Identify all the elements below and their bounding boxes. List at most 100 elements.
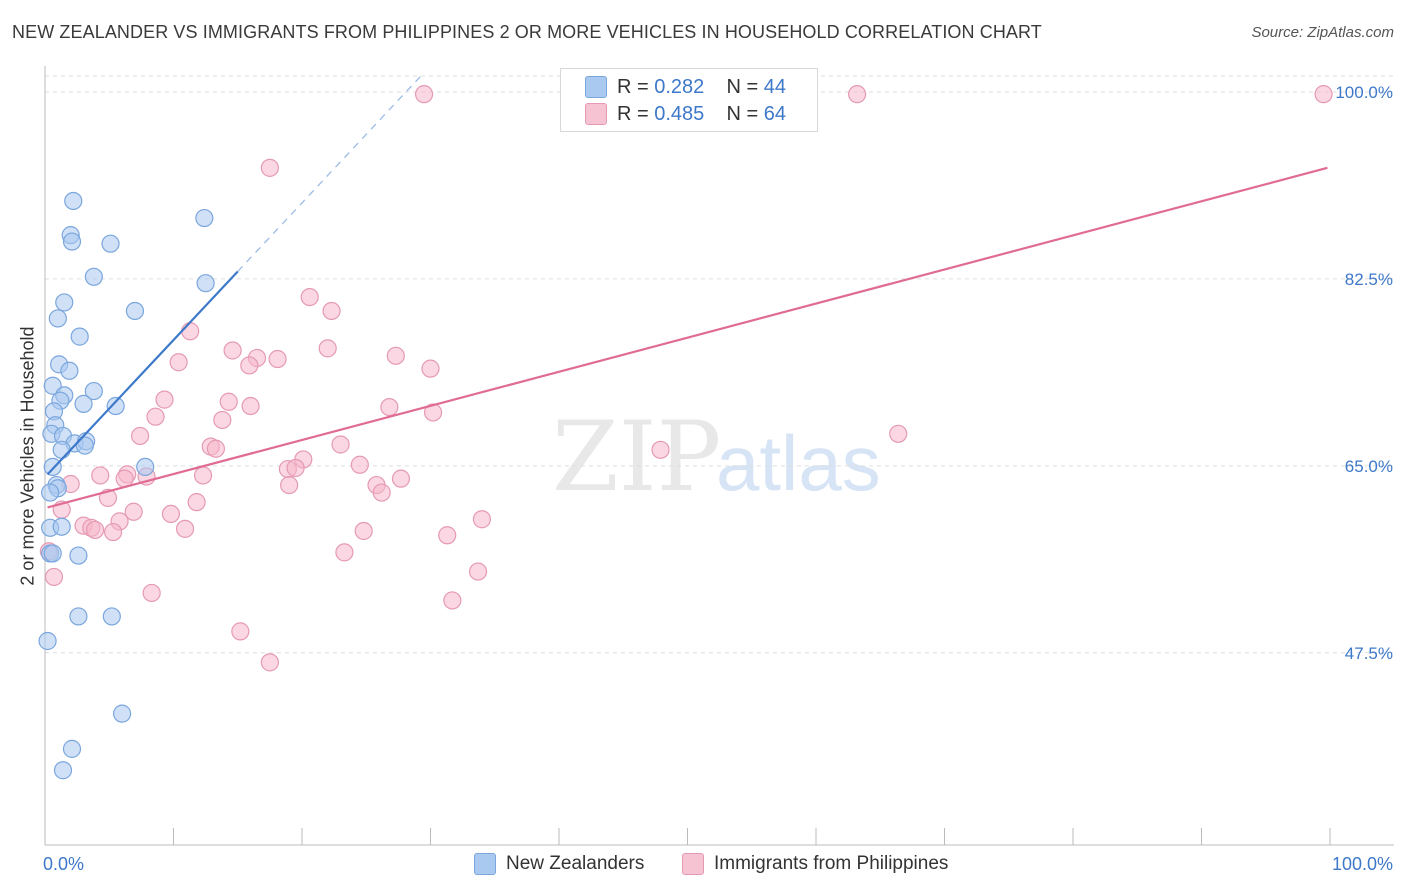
ph-point	[193, 466, 213, 485]
ph-point	[206, 439, 226, 458]
ph-point	[280, 475, 299, 495]
series-legend-philippines: Immigrants from Philippines	[682, 850, 948, 878]
ph-point	[386, 346, 405, 365]
ph-trend-line	[47, 166, 1328, 509]
nz-point	[106, 396, 125, 416]
ph-point	[86, 520, 105, 540]
series-name: Immigrants from Philippines	[714, 853, 949, 874]
nz-point	[136, 457, 155, 477]
nz-point	[52, 517, 71, 536]
nz-point	[75, 436, 94, 455]
nz-point	[52, 440, 71, 459]
ph-point	[241, 396, 260, 416]
legend-swatch-blue	[585, 76, 607, 98]
ph-point	[889, 424, 908, 443]
ph-point	[268, 349, 287, 369]
nz-point	[125, 301, 145, 321]
ph-point	[130, 426, 150, 446]
nz-point	[41, 483, 60, 502]
series-legend-new-zealanders: New Zealanders	[474, 850, 644, 878]
nz-point	[48, 309, 67, 328]
nz-trend-line	[46, 270, 239, 476]
ph-point	[651, 440, 670, 459]
nz-point	[43, 457, 62, 477]
ph-point	[438, 526, 457, 545]
ph-point	[223, 341, 242, 360]
watermark-atlas: atlas	[716, 419, 881, 507]
x-tick-label: 100.0%	[1332, 854, 1393, 874]
nz-point	[69, 607, 88, 626]
tick-labels: 47.5% 65.0% 82.5% 100.0% 0.0% 100.0%	[43, 83, 1393, 874]
source-note: Source: ZipAtlas.com	[1251, 24, 1394, 41]
ph-point	[1314, 85, 1333, 104]
nz-point	[101, 234, 120, 253]
ph-point	[391, 469, 411, 488]
axes	[44, 66, 1394, 846]
nz-point	[69, 546, 88, 565]
ph-point	[213, 410, 232, 430]
ph-point	[354, 521, 373, 541]
ph-point	[155, 390, 174, 409]
ph-point	[260, 653, 279, 672]
ph-point	[169, 353, 188, 372]
x-tick-label: 0.0%	[43, 854, 84, 874]
nz-point	[102, 607, 121, 626]
watermark-zip: ZIP	[552, 401, 721, 513]
nz-point	[60, 361, 79, 380]
y-tick-label: 65.0%	[1345, 457, 1393, 476]
ph-point	[423, 403, 443, 422]
ph-point	[331, 435, 350, 454]
ph-point	[443, 591, 462, 610]
nz-point	[53, 761, 73, 780]
ph-point	[372, 483, 391, 502]
nz-trend-extension	[237, 72, 425, 272]
zipatlas-watermark: ZIP atlas	[552, 401, 881, 513]
ph-point	[322, 301, 341, 321]
correlation-legend: R = 0.282 N = 44 R = 0.485 N = 64	[560, 68, 818, 132]
legend-swatch-pink	[585, 103, 607, 125]
nz-point	[64, 191, 83, 211]
legend-r-value: 0.485	[654, 102, 705, 125]
trend-lines	[46, 72, 1328, 509]
ph-point	[146, 407, 165, 426]
ph-point	[848, 85, 867, 104]
y-tick-label: 100.0%	[1335, 83, 1393, 102]
series-swatch-pink	[682, 853, 704, 875]
nz-point	[196, 274, 215, 293]
ph-point	[350, 455, 369, 474]
chart-title: NEW ZEALANDER VS IMMIGRANTS FROM PHILIPP…	[12, 22, 1042, 42]
ph-point	[421, 359, 440, 378]
legend-n-label: N =	[726, 75, 764, 98]
ph-point	[414, 85, 434, 104]
ph-point	[380, 397, 399, 417]
legend-n-label: N =	[726, 102, 764, 125]
data-points	[38, 85, 1333, 780]
ph-point	[468, 562, 488, 581]
ph-point	[335, 543, 354, 562]
ph-point	[175, 519, 195, 538]
y-tick-label: 47.5%	[1345, 644, 1393, 663]
legend-n-value: 44	[763, 75, 787, 98]
nz-point	[112, 704, 132, 723]
ph-point	[124, 502, 143, 521]
ph-point	[91, 466, 110, 485]
legend-r-value: 0.282	[654, 75, 705, 98]
nz-point	[43, 544, 62, 563]
ph-point	[187, 493, 206, 512]
y-axis-label: 2 or more Vehicles in Household	[17, 326, 38, 586]
nz-point	[84, 381, 103, 401]
ph-point	[240, 356, 259, 375]
ph-point	[472, 510, 491, 529]
nz-point	[70, 327, 89, 346]
ph-point	[104, 522, 123, 542]
ph-point	[286, 458, 305, 478]
nz-point	[74, 394, 93, 413]
y-tick-label: 82.5%	[1345, 270, 1393, 289]
ph-point	[260, 158, 279, 177]
nz-point	[84, 267, 103, 286]
nz-point	[195, 208, 214, 228]
ph-point	[231, 622, 250, 641]
legend-r-label: R =	[617, 102, 655, 125]
ph-point	[142, 583, 161, 603]
